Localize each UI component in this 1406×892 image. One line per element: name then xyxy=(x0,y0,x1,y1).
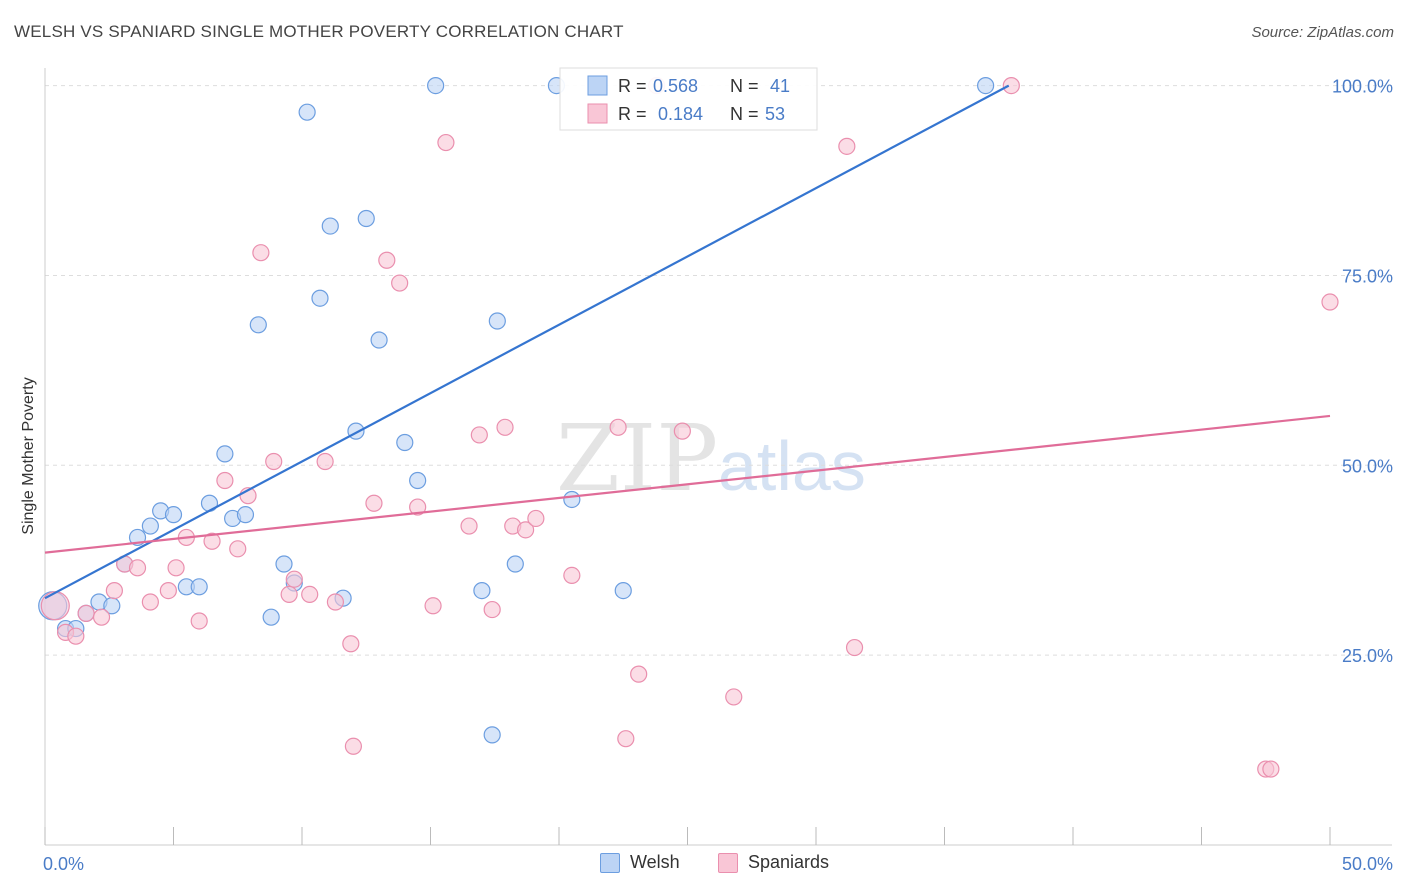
spaniards-r-label: R = xyxy=(618,104,647,124)
spaniards-n-value: 53 xyxy=(765,104,785,124)
welsh-point xyxy=(236,506,255,524)
y-tick-label: 25.0% xyxy=(1342,646,1393,666)
spaniards-point xyxy=(280,585,298,603)
spaniards-point xyxy=(252,244,270,262)
spaniards-point xyxy=(673,422,691,440)
legend-label-spaniards: Spaniards xyxy=(748,852,830,872)
chart-title: WELSH VS SPANIARD SINGLE MOTHER POVERTY … xyxy=(14,22,624,41)
spaniards-point xyxy=(265,452,283,471)
welsh-point xyxy=(977,76,995,95)
spaniards-swatch xyxy=(718,852,738,873)
spaniards-point xyxy=(1321,293,1339,311)
legend-label-welsh: Welsh xyxy=(630,852,680,872)
welsh-point xyxy=(357,209,375,228)
welsh-r-value: 0.568 xyxy=(653,76,698,96)
spaniards-point xyxy=(516,521,535,539)
spaniards-point xyxy=(128,559,147,577)
spaniards-point xyxy=(630,665,648,683)
y-axis-label: Single Mother Poverty xyxy=(20,377,37,534)
welsh-point xyxy=(298,103,316,121)
spaniards-point xyxy=(617,730,635,748)
spaniards-point xyxy=(1002,76,1020,95)
welsh-point xyxy=(141,517,159,535)
spaniards-point xyxy=(437,133,455,152)
spaniards-point xyxy=(496,418,514,436)
spaniards-point xyxy=(470,426,488,444)
spaniards-point xyxy=(190,612,208,630)
welsh-point xyxy=(614,581,632,600)
welsh-n-label: N = xyxy=(730,76,759,96)
spaniards-r-value: 0.184 xyxy=(658,104,703,124)
spaniards-point xyxy=(563,566,581,585)
welsh-point xyxy=(483,726,501,744)
spaniards-point xyxy=(159,581,177,600)
spaniards-point xyxy=(167,559,185,577)
welsh-point xyxy=(262,608,280,626)
spaniards-point xyxy=(725,688,743,706)
welsh-r-label: R = xyxy=(618,76,647,96)
welsh-point xyxy=(164,506,183,524)
welsh-point xyxy=(396,433,414,452)
x-tick-label: 0.0% xyxy=(43,854,84,874)
spaniards-point xyxy=(365,494,383,512)
spaniards-point xyxy=(285,570,303,588)
welsh-point xyxy=(427,76,445,95)
welsh-point xyxy=(563,490,581,509)
spaniards-point xyxy=(92,608,111,626)
spaniards-point xyxy=(216,471,234,490)
y-tick-label: 100.0% xyxy=(1332,77,1393,97)
spaniards-point xyxy=(105,581,123,600)
y-tick-label: 50.0% xyxy=(1342,456,1393,476)
welsh-point xyxy=(249,316,267,334)
spaniards-point xyxy=(1262,760,1280,778)
spaniards-point xyxy=(344,737,362,755)
y-tick-label: 75.0% xyxy=(1342,266,1393,286)
spaniards-point xyxy=(316,452,334,471)
spaniards-point xyxy=(326,593,345,611)
watermark-atlas: atlas xyxy=(718,427,866,505)
welsh-point xyxy=(216,445,234,463)
spaniards-point xyxy=(301,585,319,603)
legend-item-spaniards[interactable]: Spaniards xyxy=(718,852,829,873)
spaniards-trend-line xyxy=(44,414,1331,554)
welsh-stats-swatch xyxy=(587,75,608,96)
welsh-point xyxy=(409,471,427,490)
spaniards-n-label: N = xyxy=(730,104,759,124)
legend-item-welsh[interactable]: Welsh xyxy=(600,852,680,873)
welsh-trend-line xyxy=(44,84,1010,600)
spaniards-point xyxy=(67,627,85,645)
welsh-swatch xyxy=(600,852,620,873)
spaniards-point xyxy=(460,517,478,535)
spaniards-point xyxy=(483,600,501,619)
watermark-zip: ZIP xyxy=(556,405,718,512)
spaniards-point xyxy=(391,274,409,292)
bottom-legend: Welsh Spaniards xyxy=(0,852,1406,878)
spaniards-point xyxy=(409,498,427,516)
spaniards-point xyxy=(845,638,864,657)
welsh-n-value: 41 xyxy=(770,76,790,96)
spaniards-point xyxy=(77,604,95,622)
welsh-point xyxy=(506,555,524,573)
x-tick-label: 50.0% xyxy=(1342,854,1393,874)
welsh-point xyxy=(473,581,491,600)
spaniards-point xyxy=(378,251,396,269)
spaniards-point xyxy=(40,591,70,621)
welsh-point xyxy=(190,578,208,596)
source-label: Source: ZipAtlas.com xyxy=(1251,24,1394,41)
spaniards-point xyxy=(424,597,442,615)
welsh-point xyxy=(311,289,329,307)
spaniards-point xyxy=(141,593,159,611)
spaniards-point xyxy=(203,532,221,550)
spaniards-point xyxy=(609,418,627,436)
welsh-point xyxy=(370,331,388,349)
welsh-point xyxy=(321,217,339,235)
spaniards-point xyxy=(342,635,360,653)
spaniards-stats-swatch xyxy=(587,103,608,124)
welsh-point xyxy=(275,555,293,573)
spaniards-point xyxy=(527,509,545,528)
welsh-point xyxy=(488,312,506,330)
spaniards-point xyxy=(838,137,856,155)
spaniards-point xyxy=(229,540,247,558)
